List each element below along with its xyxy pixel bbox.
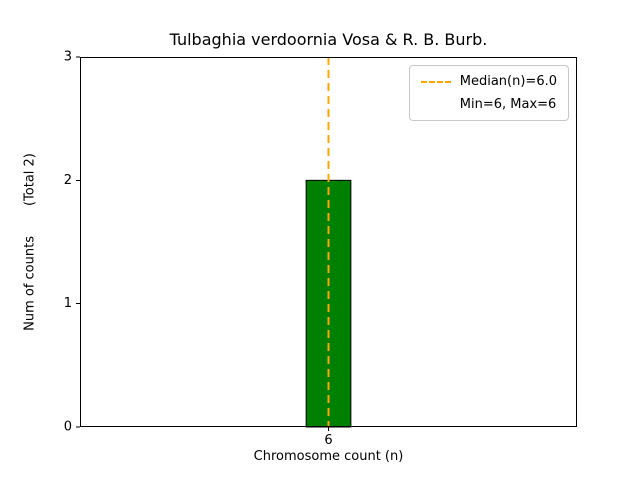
y-tick-label: 2 <box>64 173 72 188</box>
chart-title: Tulbaghia verdoornia Vosa & R. B. Burb. <box>169 30 488 49</box>
y-axis-total-note: (Total 2) <box>22 153 38 207</box>
legend-median-label: Median(n)=6.0 <box>459 74 557 89</box>
legend-entry-minmax: Min=6, Max=6 <box>421 97 557 113</box>
y-tick-label: 0 <box>64 420 72 435</box>
axes-box <box>80 57 577 427</box>
y-tick-label: 1 <box>64 296 72 311</box>
x-tick-label: 6 <box>324 433 332 448</box>
legend: Median(n)=6.0 Min=6, Max=6 <box>408 65 569 122</box>
legend-entry-median: Median(n)=6.0 <box>420 74 557 90</box>
y-axis-label-text: Num of counts <box>22 236 38 331</box>
median-dashed-line-icon <box>420 80 451 83</box>
x-axis-label: Chromosome count (n) <box>253 449 404 464</box>
y-axis-label: Num of counts (Total 2) <box>23 153 38 331</box>
legend-minmax-label: Min=6, Max=6 <box>459 96 557 112</box>
y-tick-label: 3 <box>64 50 72 65</box>
